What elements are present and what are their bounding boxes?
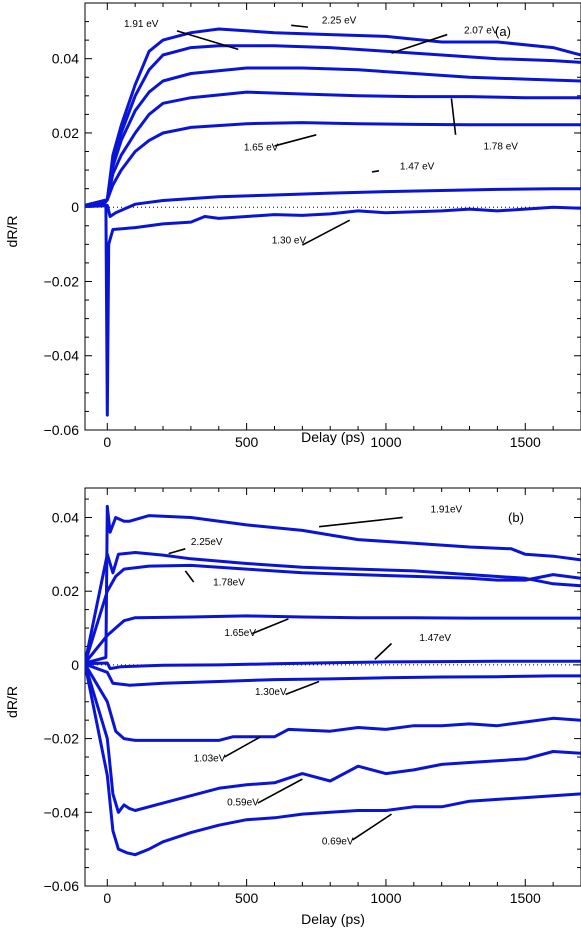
annotation-leader — [224, 737, 260, 757]
panel-label: (b) — [508, 510, 524, 525]
series-line-1.78eV — [85, 565, 581, 663]
y-tick-label: 0 — [71, 657, 79, 673]
x-axis-label: Delay (ps) — [301, 429, 365, 445]
annotation-leader — [291, 25, 308, 27]
y-tick-label: 0.04 — [52, 51, 79, 67]
series-line-2.25-eV — [85, 29, 581, 205]
annotation-leader — [286, 681, 319, 694]
annotation-label: 1.65 eV — [244, 142, 279, 153]
series-line-0.59eV — [85, 664, 581, 812]
y-tick-label: −0.06 — [44, 878, 80, 894]
annotation-leader — [252, 619, 288, 634]
annotation-label: 0.69eV — [322, 837, 354, 848]
annotation-label: 1.78 eV — [483, 142, 518, 153]
annotation-label: 2.07 eV — [464, 25, 499, 36]
series-line-2.25eV — [85, 553, 581, 664]
annotation-label: 2.25 eV — [322, 15, 357, 26]
x-tick-label: 1000 — [370, 890, 401, 906]
series-line-1.30-eV — [85, 206, 581, 415]
y-tick-label: −0.04 — [44, 804, 80, 820]
y-axis-label: dR/R — [4, 686, 20, 718]
y-tick-label: 0.04 — [52, 509, 79, 525]
series-line-1.65eV — [85, 616, 581, 663]
plot-frame — [85, 3, 581, 430]
annotation-leader — [451, 98, 455, 134]
x-tick-label: 500 — [235, 890, 259, 906]
annotation-label: 1.78eV — [213, 578, 245, 589]
x-tick-label: 1500 — [510, 890, 541, 906]
annotation-leader — [353, 814, 392, 840]
y-tick-label: −0.02 — [44, 273, 80, 289]
annotation-leader — [169, 549, 186, 554]
annotation-label: 1.47 eV — [400, 162, 435, 173]
series-line-2.07-eV — [85, 68, 581, 205]
series-group — [85, 29, 581, 415]
annotation-leader — [185, 571, 193, 582]
x-axis-label: Delay (ps) — [301, 911, 365, 927]
y-tick-label: −0.06 — [44, 422, 80, 438]
panel-a: 0 500 1000 1500 −0.06 −0.04 −0.02 0 0.02 0.04 Dela… — [4, 3, 581, 450]
series-line-1.91eV — [85, 506, 581, 663]
x-tick-label: 1000 — [370, 434, 401, 450]
y-tick-label: 0.02 — [52, 583, 79, 599]
x-tick-label: 0 — [103, 434, 111, 450]
annotation-leader — [302, 220, 349, 245]
annotation-label: 0.59eV — [227, 798, 259, 809]
x-tick-label: 0 — [103, 890, 111, 906]
annotation-leader — [372, 171, 379, 172]
annotation-label: 1.03eV — [194, 753, 226, 764]
panel-b: 0 500 1000 1500 −0.06 −0.04 −0.02 0 0.02 0.04 Dela… — [4, 488, 581, 927]
annotation-label: 1.30 eV — [272, 236, 307, 247]
y-tick-label: 0 — [71, 199, 79, 215]
y-tick-label: 0.02 — [52, 125, 79, 141]
annotation-label: 1.65eV — [224, 628, 256, 639]
annotation-label: 1.91eV — [431, 505, 463, 516]
annotation-label: 2.25eV — [191, 537, 223, 548]
annotation-label: 1.47eV — [419, 633, 451, 644]
x-tick-label: 500 — [235, 434, 259, 450]
y-axis-label: dR/R — [4, 216, 20, 248]
y-tick-label: −0.02 — [44, 731, 80, 747]
series-group — [85, 506, 581, 854]
annotation-leader — [274, 135, 316, 146]
annotation-leader — [319, 517, 403, 526]
annotation-leader — [375, 644, 392, 660]
series-line-1.30eV — [85, 664, 581, 685]
annotation-label: 1.91 eV — [124, 19, 159, 30]
x-tick-label: 1500 — [510, 434, 541, 450]
annotation-label: 1.30eV — [255, 687, 287, 698]
y-tick-label: −0.04 — [44, 348, 80, 364]
